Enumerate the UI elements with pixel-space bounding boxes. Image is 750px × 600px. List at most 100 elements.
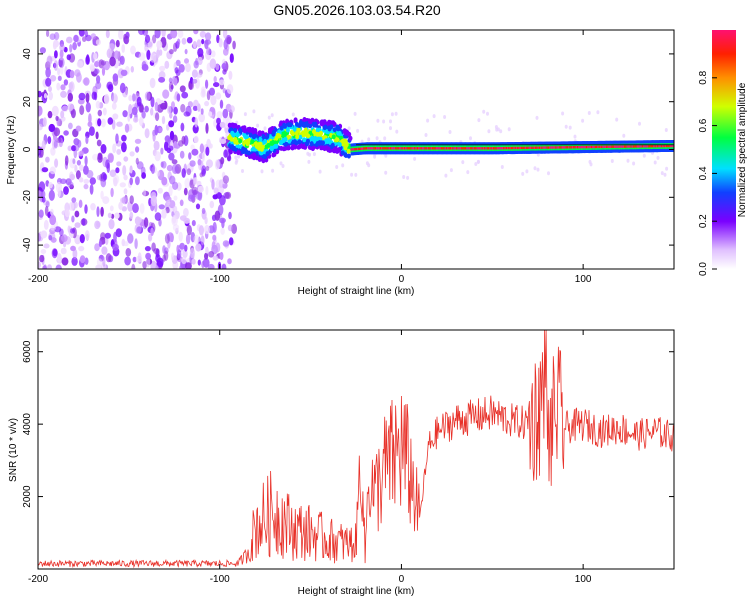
spectrogram-cell bbox=[278, 140, 283, 146]
spectrogram-cell bbox=[227, 258, 232, 265]
spectrogram-cell bbox=[444, 147, 447, 150]
x-tick-label: 100 bbox=[575, 574, 592, 585]
spectrogram-cell bbox=[219, 138, 227, 144]
spectrogram-cell bbox=[512, 146, 515, 150]
spectrogram-cell bbox=[507, 146, 510, 150]
spectrogram-cell bbox=[476, 147, 479, 150]
spectrogram-cell bbox=[63, 79, 69, 86]
spectrogram-cell bbox=[639, 145, 642, 148]
spectrogram-cell bbox=[561, 111, 565, 116]
spectrogram-cell bbox=[531, 146, 534, 149]
spectrogram-cell bbox=[79, 255, 86, 264]
spectrogram-cell bbox=[177, 249, 182, 259]
spectrogram-cell bbox=[263, 126, 267, 131]
spectrogram-cell bbox=[150, 107, 154, 116]
spectrogram-cell bbox=[412, 147, 416, 150]
spectrogram-cell bbox=[224, 122, 229, 128]
spectrogram-cell bbox=[283, 145, 288, 151]
spectrogram-cell bbox=[56, 82, 61, 91]
spectrogram-cell bbox=[645, 145, 648, 148]
spectrogram-cell bbox=[104, 232, 112, 239]
spectrogram-cell bbox=[79, 105, 85, 116]
spectrogram-cell bbox=[490, 147, 493, 150]
spectrogram-cell bbox=[234, 155, 238, 160]
spectrogram-cell bbox=[149, 52, 157, 63]
spectrogram-cell bbox=[231, 223, 238, 234]
spectrogram-cell bbox=[536, 146, 539, 149]
spectrogram-cell bbox=[92, 153, 99, 161]
spectrogram-cell bbox=[145, 252, 152, 260]
spectrogram-cell bbox=[321, 140, 325, 146]
spectrogram-cell bbox=[292, 139, 297, 145]
spectrogram-cell bbox=[71, 197, 77, 203]
spectrogram-cell bbox=[638, 121, 641, 126]
spectrogram-cell bbox=[67, 145, 73, 152]
spectrogram-cell bbox=[146, 49, 151, 60]
spectrogram-cell bbox=[494, 147, 497, 150]
spectrogram-cell bbox=[580, 145, 583, 149]
spectrogram-cell bbox=[156, 49, 160, 58]
spectrogram-cell bbox=[60, 247, 67, 255]
spectrogram-cell bbox=[631, 145, 634, 148]
spectrogram-cell bbox=[129, 151, 135, 157]
spectrogram-cell bbox=[653, 160, 657, 165]
spectrogram-cell bbox=[241, 146, 246, 152]
spectrogram-cell bbox=[72, 158, 76, 165]
spectrogram-cell bbox=[190, 144, 195, 150]
spectrogram-cell bbox=[142, 261, 147, 269]
spectrogram-cell bbox=[419, 147, 422, 150]
spectrogram-cell bbox=[467, 147, 470, 150]
spectrogram-cell bbox=[204, 100, 210, 107]
spectrogram-cell bbox=[150, 96, 155, 108]
spectrogram-cell bbox=[495, 127, 499, 132]
spectrogram-cell bbox=[589, 145, 592, 149]
spectrogram-cell bbox=[115, 133, 119, 144]
spectrogram-cell bbox=[161, 208, 167, 219]
spectrogram-cell bbox=[210, 95, 217, 106]
spectrogram-cell bbox=[228, 70, 233, 80]
spectrogram-cell bbox=[135, 176, 140, 186]
spectrogram-cell bbox=[230, 130, 235, 136]
spectrogram-cell bbox=[168, 145, 174, 151]
spectrogram-cell bbox=[453, 147, 456, 150]
spectrogram-cell bbox=[59, 43, 65, 52]
spectrogram-cell bbox=[632, 161, 636, 166]
spectrogram-cell bbox=[179, 199, 184, 207]
spectrogram-cell bbox=[112, 143, 117, 154]
spectrogram-cell bbox=[335, 165, 339, 169]
spectrogram-cell bbox=[185, 234, 191, 245]
spectrogram-cell bbox=[555, 146, 558, 149]
colorbar-tick-label: 0.0 bbox=[698, 262, 709, 276]
spectrogram-cell bbox=[211, 50, 216, 58]
spectrogram-cell bbox=[84, 257, 89, 265]
spectrogram-cell bbox=[154, 101, 159, 112]
spectrogram-cell bbox=[121, 134, 127, 142]
spectrogram-cell bbox=[622, 133, 626, 138]
spectrogram-cell bbox=[186, 168, 192, 176]
spectrogram-cell bbox=[461, 160, 465, 165]
spectrogram-cell bbox=[59, 49, 64, 58]
spectrogram-cell bbox=[302, 137, 307, 143]
spectrogram-cell bbox=[112, 73, 119, 82]
spectrogram-cell bbox=[60, 110, 65, 119]
spectrogram-cell bbox=[292, 127, 297, 133]
spectrogram-cell bbox=[211, 241, 216, 250]
spectrogram-cell bbox=[315, 127, 320, 133]
spectrogram-cell bbox=[121, 142, 127, 153]
spectrogram-cell bbox=[83, 77, 90, 86]
spectrogram-cell bbox=[63, 130, 69, 136]
spectrogram-cell bbox=[365, 147, 368, 150]
spectrogram-cell bbox=[105, 159, 110, 169]
spectrogram-cell bbox=[231, 146, 236, 152]
spectrogram-cell bbox=[481, 147, 484, 150]
spectrogram-cell bbox=[209, 58, 217, 69]
spectrogram-cell bbox=[164, 233, 170, 244]
spectrogram-cell bbox=[610, 159, 614, 163]
spectrogram-cell bbox=[184, 178, 191, 189]
spectrogram-cell bbox=[71, 145, 77, 152]
spectrogram-cell bbox=[45, 156, 50, 163]
spectrogram-cell bbox=[78, 92, 86, 101]
spectrogram-cell bbox=[183, 207, 189, 217]
spectrogram-cell bbox=[575, 146, 578, 149]
